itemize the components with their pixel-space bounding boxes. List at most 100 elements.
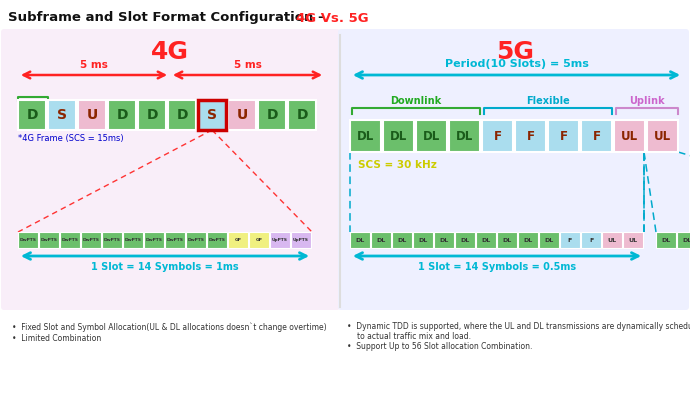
FancyBboxPatch shape <box>228 232 248 248</box>
FancyBboxPatch shape <box>102 232 122 248</box>
FancyBboxPatch shape <box>350 120 381 152</box>
FancyBboxPatch shape <box>581 120 612 152</box>
FancyBboxPatch shape <box>449 120 480 152</box>
Text: F: F <box>568 237 572 242</box>
Text: 5G: 5G <box>496 40 534 64</box>
FancyBboxPatch shape <box>455 232 475 248</box>
Text: DL: DL <box>524 237 533 242</box>
Text: F: F <box>526 130 535 143</box>
Text: D: D <box>176 108 188 122</box>
FancyBboxPatch shape <box>228 100 256 130</box>
Text: DL: DL <box>682 237 690 242</box>
FancyBboxPatch shape <box>518 232 538 248</box>
FancyBboxPatch shape <box>291 232 311 248</box>
FancyBboxPatch shape <box>392 232 412 248</box>
FancyBboxPatch shape <box>434 232 454 248</box>
Text: DwPTS: DwPTS <box>19 238 37 242</box>
Text: UL: UL <box>607 237 617 242</box>
Text: 4G Vs. 5G: 4G Vs. 5G <box>296 11 368 24</box>
Text: DwPTS: DwPTS <box>41 238 57 242</box>
FancyBboxPatch shape <box>1 29 340 310</box>
FancyBboxPatch shape <box>656 232 676 248</box>
Text: UL: UL <box>621 130 638 143</box>
Text: DL: DL <box>502 237 511 242</box>
Text: DL: DL <box>544 237 553 242</box>
Text: •  Limited Combination: • Limited Combination <box>12 334 101 343</box>
Text: D: D <box>116 108 128 122</box>
Text: DwPTS: DwPTS <box>61 238 79 242</box>
FancyBboxPatch shape <box>18 232 38 248</box>
FancyBboxPatch shape <box>497 232 517 248</box>
Text: UpPTS: UpPTS <box>293 238 309 242</box>
Text: 1 Slot = 14 Symbols = 0.5ms: 1 Slot = 14 Symbols = 0.5ms <box>418 262 576 272</box>
FancyBboxPatch shape <box>614 120 645 152</box>
FancyBboxPatch shape <box>144 232 164 248</box>
FancyBboxPatch shape <box>78 100 106 130</box>
FancyBboxPatch shape <box>39 232 59 248</box>
Text: U: U <box>86 108 97 122</box>
Text: DL: DL <box>662 237 671 242</box>
Text: Subframe and Slot Format Configuration –: Subframe and Slot Format Configuration – <box>8 11 325 24</box>
FancyBboxPatch shape <box>207 232 227 248</box>
FancyBboxPatch shape <box>581 232 601 248</box>
Text: DL: DL <box>440 237 449 242</box>
Text: 5 ms: 5 ms <box>80 60 108 70</box>
FancyBboxPatch shape <box>476 232 496 248</box>
Text: DL: DL <box>390 130 407 143</box>
Text: DwPTS: DwPTS <box>146 238 163 242</box>
FancyBboxPatch shape <box>270 232 290 248</box>
Text: DwPTS: DwPTS <box>83 238 99 242</box>
Text: SCS = 30 kHz: SCS = 30 kHz <box>358 160 437 170</box>
Text: 5 ms: 5 ms <box>233 60 262 70</box>
FancyBboxPatch shape <box>48 100 76 130</box>
Text: Downlink: Downlink <box>391 96 442 106</box>
Text: DwPTS: DwPTS <box>208 238 226 242</box>
FancyBboxPatch shape <box>198 100 226 130</box>
FancyBboxPatch shape <box>249 232 269 248</box>
FancyBboxPatch shape <box>413 232 433 248</box>
Text: DwPTS: DwPTS <box>124 238 141 242</box>
Text: F: F <box>593 130 600 143</box>
FancyBboxPatch shape <box>198 100 226 130</box>
FancyBboxPatch shape <box>81 232 101 248</box>
Text: DwPTS: DwPTS <box>166 238 184 242</box>
Text: S: S <box>207 108 217 122</box>
Text: DL: DL <box>418 237 428 242</box>
FancyBboxPatch shape <box>338 29 689 310</box>
FancyBboxPatch shape <box>60 232 80 248</box>
Text: DL: DL <box>355 237 364 242</box>
Text: UL: UL <box>629 237 638 242</box>
FancyBboxPatch shape <box>647 120 678 152</box>
FancyBboxPatch shape <box>186 232 206 248</box>
Text: Period(10 Slots) = 5ms: Period(10 Slots) = 5ms <box>444 59 589 69</box>
FancyBboxPatch shape <box>168 100 196 130</box>
Text: F: F <box>560 130 567 143</box>
Text: F: F <box>493 130 502 143</box>
Text: D: D <box>146 108 158 122</box>
FancyBboxPatch shape <box>371 232 391 248</box>
Text: Uplink: Uplink <box>629 96 664 106</box>
FancyBboxPatch shape <box>548 120 579 152</box>
Text: D: D <box>26 108 38 122</box>
Text: U: U <box>237 108 248 122</box>
Text: to actual traffic mix and load.: to actual traffic mix and load. <box>357 332 471 341</box>
Text: DL: DL <box>397 237 406 242</box>
FancyBboxPatch shape <box>350 232 370 248</box>
Text: •  Support Up to 56 Slot allocation Combination.: • Support Up to 56 Slot allocation Combi… <box>347 342 533 351</box>
FancyBboxPatch shape <box>602 232 622 248</box>
FancyBboxPatch shape <box>539 232 559 248</box>
Text: D: D <box>266 108 278 122</box>
Text: GP: GP <box>255 238 262 242</box>
Text: *4G Frame (SCS = 15ms): *4G Frame (SCS = 15ms) <box>18 134 124 143</box>
Text: DL: DL <box>456 130 473 143</box>
Text: D: D <box>296 108 308 122</box>
Text: Flexible: Flexible <box>526 96 570 106</box>
Text: •  Dynamic TDD is supported, where the UL and DL transmissions are dynamically s: • Dynamic TDD is supported, where the UL… <box>347 322 690 331</box>
Text: 4G: 4G <box>151 40 189 64</box>
FancyBboxPatch shape <box>383 120 414 152</box>
FancyBboxPatch shape <box>677 232 690 248</box>
Text: DwPTS: DwPTS <box>104 238 121 242</box>
Text: DL: DL <box>423 130 440 143</box>
Text: •  Fixed Slot and Symbol Allocation(UL & DL allocations doesn`t change overtime): • Fixed Slot and Symbol Allocation(UL & … <box>12 322 326 332</box>
FancyBboxPatch shape <box>138 100 166 130</box>
